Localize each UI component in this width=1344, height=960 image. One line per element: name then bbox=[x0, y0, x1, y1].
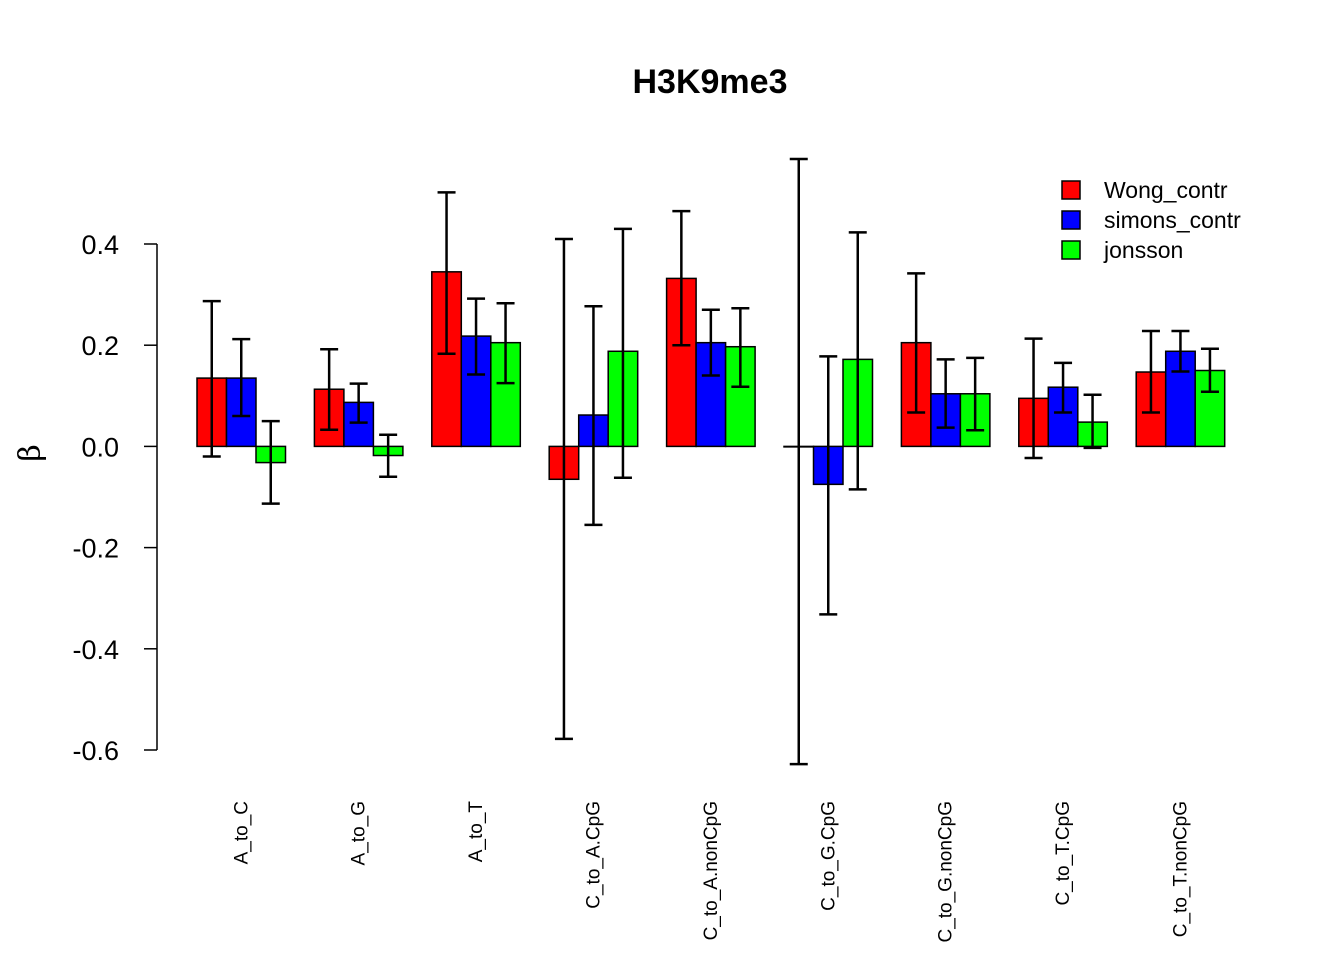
error-bar-Wong_contr-A_to_G bbox=[320, 347, 339, 431]
legend-item: simons_contr bbox=[1061, 207, 1241, 233]
error-bar-jonsson-A_to_G bbox=[379, 433, 398, 479]
error-bar-simons_contr-C_to_T.nonCpG bbox=[1171, 329, 1190, 373]
error-bar-jonsson-C_to_T.CpG bbox=[1083, 393, 1102, 450]
category-labels: A_to_C A_to_G A_to_T C_to_A.CpG C_to_A.nonCp… bbox=[231, 801, 1191, 943]
y-tick-label: 0.0 bbox=[81, 432, 119, 462]
error-bar-simons_contr-C_to_G.nonCpG bbox=[936, 358, 955, 429]
category-label: A_to_T bbox=[466, 801, 487, 863]
y-axis-label: β bbox=[13, 444, 48, 461]
error-bar-simons_contr-A_to_C bbox=[232, 337, 251, 418]
category-label: C_to_A.CpG bbox=[583, 801, 604, 909]
error-bar-jonsson-C_to_A.CpG bbox=[613, 227, 632, 480]
error-bar-jonsson-A_to_T bbox=[496, 301, 515, 385]
error-bars-group bbox=[202, 157, 1219, 766]
error-bar-Wong_contr-A_to_C bbox=[202, 299, 221, 458]
category-label: C_to_G.nonCpG bbox=[936, 801, 957, 943]
error-bar-simons_contr-A_to_T bbox=[467, 297, 486, 376]
legend-item: Wong_contr bbox=[1061, 177, 1228, 203]
error-bar-Wong_contr-C_to_T.nonCpG bbox=[1141, 329, 1160, 414]
legend-item: jonsson bbox=[1061, 237, 1183, 263]
error-bar-Wong_contr-A_to_T bbox=[437, 191, 456, 356]
bars-group bbox=[196, 271, 1226, 486]
y-tick-label: -0.6 bbox=[72, 736, 119, 766]
y-tick-label: -0.4 bbox=[72, 635, 119, 665]
category-label: C_to_G.CpG bbox=[818, 801, 839, 911]
legend-swatch bbox=[1061, 240, 1081, 260]
legend-label: Wong_contr bbox=[1104, 177, 1228, 203]
legend-label: jonsson bbox=[1103, 237, 1183, 263]
error-bar-simons_contr-A_to_G bbox=[349, 382, 368, 424]
error-bar-jonsson-C_to_A.nonCpG bbox=[731, 307, 750, 388]
error-bar-simons_contr-C_to_A.nonCpG bbox=[701, 308, 720, 377]
category-label: A_to_C bbox=[231, 801, 252, 864]
error-bar-jonsson-C_to_G.nonCpG bbox=[966, 356, 985, 432]
error-bar-Wong_contr-C_to_G.nonCpG bbox=[907, 272, 926, 414]
chart-title: H3K9me3 bbox=[633, 63, 788, 101]
error-bar-jonsson-C_to_T.nonCpG bbox=[1200, 347, 1219, 394]
error-bar-simons_contr-C_to_G.CpG bbox=[819, 355, 838, 616]
y-tick-label: 0.2 bbox=[81, 331, 119, 361]
y-tick-label: -0.2 bbox=[72, 534, 119, 564]
category-label: A_to_G bbox=[349, 801, 370, 865]
y-axis: 0.4 0.2 0.0 -0.2 -0.4 -0.6 bbox=[72, 230, 158, 766]
error-bar-simons_contr-C_to_A.CpG bbox=[584, 304, 603, 527]
error-bar-jonsson-C_to_G.CpG bbox=[848, 231, 867, 491]
error-bar-Wong_contr-C_to_G.CpG bbox=[789, 157, 808, 766]
y-tick-label: 0.4 bbox=[81, 230, 119, 260]
error-bar-Wong_contr-C_to_A.nonCpG bbox=[672, 209, 691, 347]
category-label: C_to_A.nonCpG bbox=[701, 801, 722, 940]
category-label: C_to_T.nonCpG bbox=[1170, 801, 1191, 937]
error-bar-Wong_contr-C_to_A.CpG bbox=[554, 237, 573, 741]
error-bar-simons_contr-C_to_T.CpG bbox=[1054, 361, 1073, 414]
legend-swatch bbox=[1061, 180, 1081, 200]
error-bar-jonsson-A_to_C bbox=[261, 419, 280, 505]
legend-label: simons_contr bbox=[1104, 207, 1241, 233]
category-label: C_to_T.CpG bbox=[1053, 801, 1074, 906]
legend-swatch bbox=[1061, 210, 1081, 230]
error-bar-Wong_contr-C_to_T.CpG bbox=[1024, 337, 1043, 460]
